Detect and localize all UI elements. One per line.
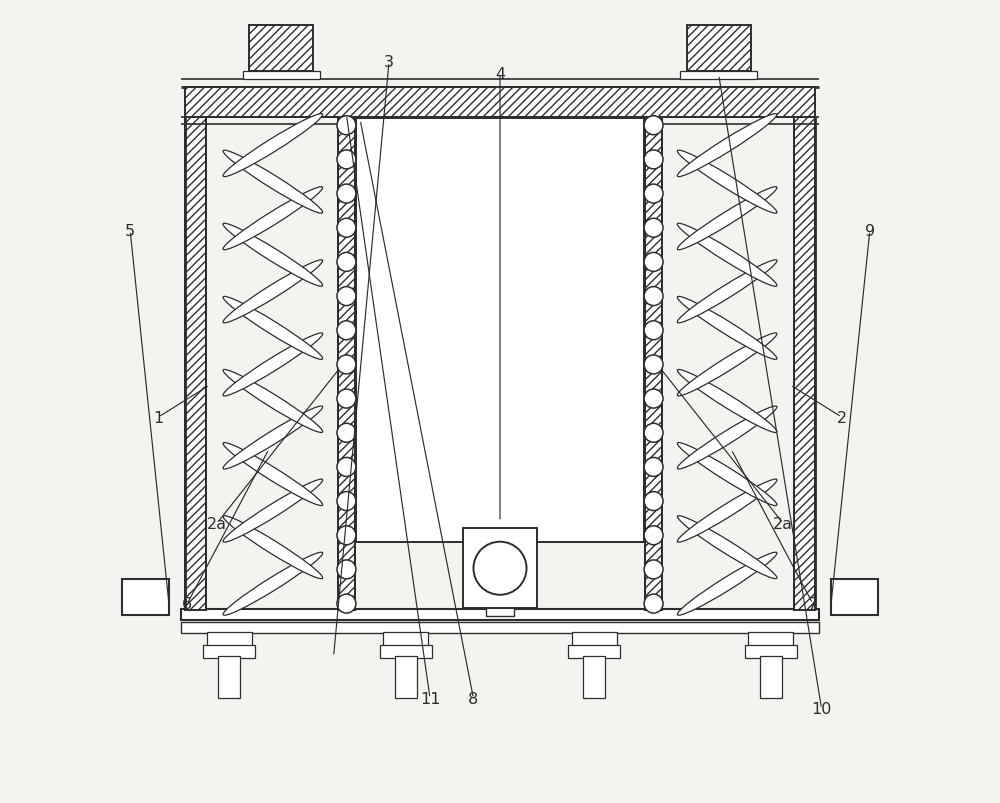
- Ellipse shape: [223, 479, 323, 543]
- Bar: [181, 609, 819, 620]
- Ellipse shape: [223, 151, 323, 214]
- Text: 4: 4: [495, 67, 505, 82]
- Text: 6: 6: [182, 597, 192, 611]
- Circle shape: [337, 560, 356, 579]
- Bar: [383, 632, 428, 646]
- Ellipse shape: [223, 297, 323, 360]
- Bar: [572, 632, 617, 646]
- Circle shape: [644, 458, 663, 477]
- Ellipse shape: [223, 260, 323, 324]
- Ellipse shape: [677, 479, 777, 543]
- Bar: [395, 656, 417, 699]
- Bar: [760, 656, 782, 699]
- Text: 2a: 2a: [207, 516, 227, 531]
- Bar: [583, 656, 605, 699]
- Bar: [203, 646, 255, 658]
- Bar: [185, 116, 206, 610]
- Ellipse shape: [223, 370, 323, 433]
- Ellipse shape: [223, 333, 323, 397]
- Bar: [568, 646, 620, 658]
- Circle shape: [337, 116, 356, 136]
- Bar: [486, 604, 514, 617]
- Ellipse shape: [677, 260, 777, 324]
- Circle shape: [644, 492, 663, 511]
- Ellipse shape: [677, 333, 777, 397]
- Text: 5: 5: [125, 224, 135, 238]
- Ellipse shape: [223, 115, 323, 177]
- Circle shape: [644, 389, 663, 409]
- Bar: [680, 72, 757, 79]
- Text: 7: 7: [808, 597, 818, 611]
- Text: 2: 2: [837, 410, 847, 425]
- Circle shape: [644, 356, 663, 374]
- Circle shape: [644, 151, 663, 169]
- Bar: [645, 116, 662, 610]
- Ellipse shape: [223, 443, 323, 506]
- Ellipse shape: [677, 516, 777, 579]
- Text: 1: 1: [153, 410, 163, 425]
- Text: 8: 8: [468, 691, 479, 706]
- Ellipse shape: [677, 297, 777, 360]
- Ellipse shape: [677, 370, 777, 433]
- Bar: [831, 580, 878, 615]
- Ellipse shape: [677, 151, 777, 214]
- Circle shape: [644, 253, 663, 272]
- Bar: [185, 88, 815, 118]
- Circle shape: [337, 526, 356, 545]
- Circle shape: [337, 492, 356, 511]
- Ellipse shape: [677, 224, 777, 287]
- Ellipse shape: [677, 187, 777, 251]
- Circle shape: [337, 356, 356, 374]
- Bar: [463, 528, 537, 609]
- Ellipse shape: [223, 406, 323, 470]
- Text: 10: 10: [811, 702, 832, 716]
- Bar: [243, 72, 320, 79]
- Bar: [687, 26, 751, 72]
- Circle shape: [644, 287, 663, 306]
- Text: 9: 9: [865, 224, 875, 238]
- Bar: [748, 632, 793, 646]
- Text: 2a: 2a: [773, 516, 793, 531]
- Bar: [207, 632, 252, 646]
- Ellipse shape: [223, 516, 323, 579]
- Ellipse shape: [677, 115, 777, 177]
- Circle shape: [337, 219, 356, 238]
- Ellipse shape: [223, 224, 323, 287]
- Circle shape: [644, 116, 663, 136]
- Circle shape: [337, 185, 356, 204]
- Circle shape: [337, 151, 356, 169]
- Ellipse shape: [677, 552, 777, 615]
- Text: 3: 3: [384, 55, 394, 70]
- Circle shape: [644, 185, 663, 204]
- Circle shape: [337, 458, 356, 477]
- Circle shape: [337, 594, 356, 613]
- Bar: [218, 656, 240, 699]
- Circle shape: [644, 526, 663, 545]
- Bar: [356, 119, 644, 542]
- Circle shape: [337, 424, 356, 442]
- Circle shape: [337, 321, 356, 340]
- Ellipse shape: [223, 552, 323, 615]
- Ellipse shape: [677, 406, 777, 470]
- Ellipse shape: [677, 443, 777, 506]
- Ellipse shape: [223, 187, 323, 251]
- Bar: [181, 622, 819, 633]
- Bar: [745, 646, 797, 658]
- Circle shape: [473, 542, 527, 595]
- Bar: [380, 646, 432, 658]
- Text: 11: 11: [420, 691, 440, 706]
- Circle shape: [644, 219, 663, 238]
- Bar: [338, 116, 355, 610]
- Bar: [794, 116, 815, 610]
- Bar: [249, 26, 313, 72]
- Circle shape: [644, 560, 663, 579]
- Circle shape: [644, 424, 663, 442]
- Circle shape: [337, 389, 356, 409]
- Bar: [122, 580, 169, 615]
- Circle shape: [337, 253, 356, 272]
- Circle shape: [644, 594, 663, 613]
- Circle shape: [337, 287, 356, 306]
- Circle shape: [644, 321, 663, 340]
